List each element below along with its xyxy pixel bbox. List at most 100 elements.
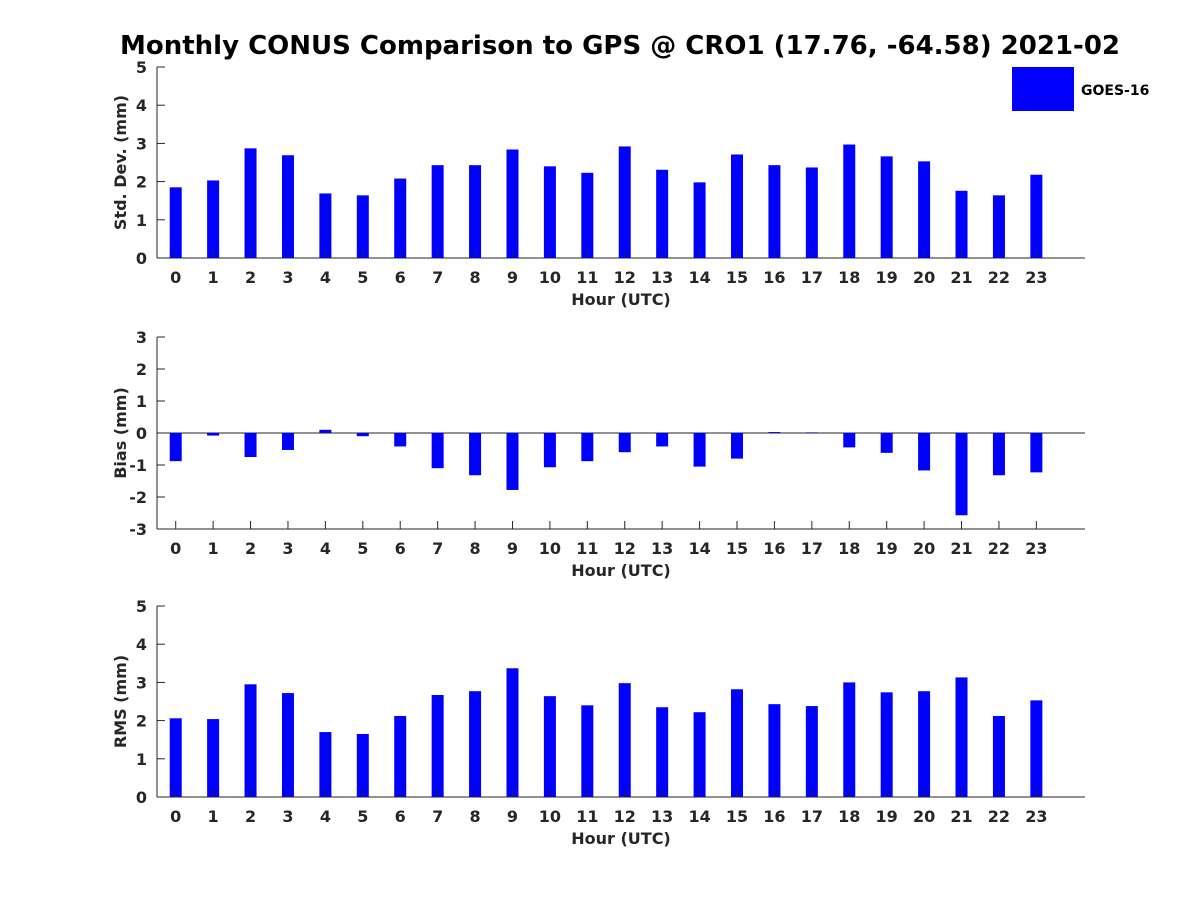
bias-bar xyxy=(992,433,1005,476)
rms-x-tick-label: 10 xyxy=(539,807,561,826)
std-dev-y-tick-label: 4 xyxy=(136,96,147,115)
rms-x-tick-label: 3 xyxy=(282,807,293,826)
std-dev-x-tick-label: 8 xyxy=(469,268,480,287)
rms-x-tick-label: 19 xyxy=(876,807,898,826)
bias-x-tick-label: 2 xyxy=(245,539,256,558)
rms-bar xyxy=(169,718,182,797)
bias-bar xyxy=(281,433,294,450)
figure-title: Monthly CONUS Comparison to GPS @ CRO1 (… xyxy=(120,31,1120,61)
rms-bar xyxy=(281,693,294,797)
std-dev-bar xyxy=(431,165,444,258)
std-dev-x-tick-label: 0 xyxy=(170,268,181,287)
rms-x-tick-label: 20 xyxy=(913,807,935,826)
rms-x-tick-label: 11 xyxy=(576,807,598,826)
bias-y-tick-label: 0 xyxy=(136,424,147,443)
std-dev-x-tick-label: 16 xyxy=(763,268,785,287)
rms-x-tick-label: 21 xyxy=(950,807,972,826)
bias-x-tick-label: 13 xyxy=(651,539,673,558)
bias-x-tick-label: 20 xyxy=(913,539,935,558)
std-dev-bar xyxy=(581,172,594,258)
rms-x-tick-label: 14 xyxy=(688,807,710,826)
rms-y-tick-label: 3 xyxy=(136,673,147,692)
bias-x-tick-label: 21 xyxy=(950,539,972,558)
rms-x-tick-label: 1 xyxy=(208,807,219,826)
bias-x-tick-label: 18 xyxy=(838,539,860,558)
std-dev-bar xyxy=(918,161,931,258)
rms-bar xyxy=(394,716,407,797)
std-dev-x-tick-label: 4 xyxy=(320,268,331,287)
std-dev-x-tick-label: 19 xyxy=(876,268,898,287)
std-dev-y-tick-label: 0 xyxy=(136,249,147,268)
std-dev-bar xyxy=(319,193,332,258)
std-dev-x-tick-label: 3 xyxy=(282,268,293,287)
std-dev-bar xyxy=(731,154,743,258)
rms-x-axis-label: Hour (UTC) xyxy=(571,829,671,848)
bias-bar xyxy=(581,433,594,462)
rms-y-tick-label: 4 xyxy=(136,635,147,654)
bias-x-tick-label: 9 xyxy=(507,539,518,558)
rms-bar xyxy=(918,691,931,797)
std-dev-x-tick-label: 23 xyxy=(1025,268,1047,287)
rms-bar xyxy=(469,691,482,797)
rms-x-tick-label: 18 xyxy=(838,807,860,826)
rms-bar xyxy=(618,683,631,797)
rms-bar xyxy=(731,689,743,797)
bias-bar xyxy=(768,432,781,433)
bias-bar xyxy=(169,433,182,462)
legend-label: GOES-16 xyxy=(1081,83,1149,99)
std-dev-x-tick-label: 6 xyxy=(395,268,406,287)
bias-bar xyxy=(394,433,407,447)
rms-x-tick-label: 13 xyxy=(651,807,673,826)
std-dev-x-tick-label: 13 xyxy=(651,268,673,287)
std-dev-bar xyxy=(543,166,556,258)
std-dev-x-tick-label: 15 xyxy=(726,268,748,287)
std-dev-bar xyxy=(955,190,968,258)
std-dev-bar xyxy=(656,169,669,258)
bias-y-tick-label: -2 xyxy=(129,488,147,507)
bias-x-tick-label: 1 xyxy=(208,539,219,558)
bias-x-tick-label: 16 xyxy=(763,539,785,558)
std-dev-x-tick-label: 1 xyxy=(208,268,219,287)
std-dev-x-axis-label: Hour (UTC) xyxy=(571,290,671,309)
bias-y-tick-label: -1 xyxy=(129,456,147,475)
std-dev-bar xyxy=(805,167,818,258)
rms-y-tick-label: 0 xyxy=(136,788,147,807)
bias-bar xyxy=(656,433,669,447)
std-dev-bar xyxy=(281,155,294,258)
rms-bar xyxy=(805,706,818,797)
rms-bar xyxy=(244,684,257,797)
rms-bar xyxy=(543,696,556,797)
legend-swatch xyxy=(1012,67,1074,111)
std-dev-bar xyxy=(169,187,182,258)
std-dev-bar xyxy=(356,195,369,258)
rms-x-tick-label: 16 xyxy=(763,807,785,826)
rms-bar xyxy=(1030,700,1043,797)
rms-bar xyxy=(319,732,332,797)
bias-bar xyxy=(543,433,556,468)
rms-y-tick-label: 5 xyxy=(136,597,147,616)
bias-x-axis-label: Hour (UTC) xyxy=(571,561,671,580)
std-dev-bar xyxy=(506,149,519,258)
std-dev-bar xyxy=(1030,174,1043,258)
std-dev-y-tick-label: 2 xyxy=(136,173,147,192)
bias-bar xyxy=(880,433,893,453)
bias-x-tick-label: 0 xyxy=(170,539,181,558)
rms-bar xyxy=(693,712,706,797)
rms-x-tick-label: 4 xyxy=(320,807,331,826)
std-dev-x-tick-label: 11 xyxy=(576,268,598,287)
bias-x-tick-label: 6 xyxy=(395,539,406,558)
std-dev-x-tick-label: 18 xyxy=(838,268,860,287)
rms-y-axis-label: RMS (mm) xyxy=(111,655,130,748)
bias-bar xyxy=(207,433,220,436)
bias-bar xyxy=(1030,433,1043,473)
std-dev-bar xyxy=(992,195,1005,258)
rms-bar xyxy=(207,719,220,797)
bias-x-tick-label: 22 xyxy=(988,539,1010,558)
rms-x-tick-label: 22 xyxy=(988,807,1010,826)
rms-bar xyxy=(768,704,781,797)
bias-y-tick-label: 2 xyxy=(136,360,147,379)
std-dev-x-tick-label: 5 xyxy=(357,268,368,287)
